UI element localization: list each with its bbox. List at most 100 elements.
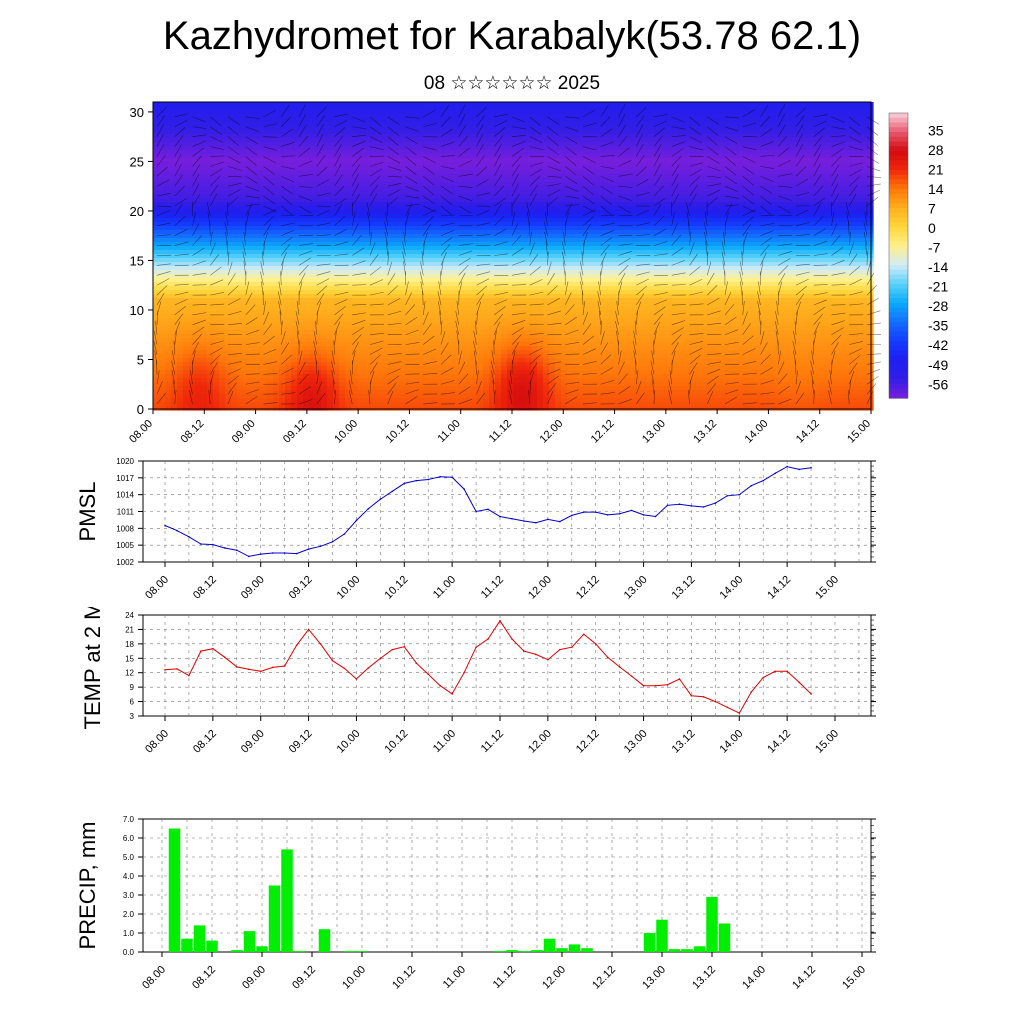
heatmap-cell xyxy=(513,126,520,131)
heatmap-cell xyxy=(261,190,268,195)
heatmap-cell xyxy=(603,126,610,131)
heatmap-cell xyxy=(321,218,328,223)
heatmap-cell xyxy=(327,114,334,119)
heatmap-cell xyxy=(159,230,166,235)
heatmap-cell xyxy=(363,102,370,107)
heatmap-cell xyxy=(849,130,856,135)
heatmap-cell xyxy=(783,110,790,115)
heatmap-cell xyxy=(825,162,832,167)
heatmap-cell xyxy=(531,262,538,267)
heatmap-cell xyxy=(585,150,592,155)
heatmap-cell xyxy=(795,158,802,163)
heatmap-cell xyxy=(705,182,712,187)
heatmap-cell xyxy=(453,130,460,135)
heatmap-cell xyxy=(369,186,376,191)
heatmap-cell xyxy=(447,246,454,251)
heatmap-cell xyxy=(843,190,850,195)
heatmap-cell xyxy=(555,262,562,267)
heatmap-cell xyxy=(651,210,658,215)
heatmap-cell xyxy=(555,170,562,175)
heatmap-cell xyxy=(399,166,406,171)
heatmap-cell xyxy=(465,254,472,259)
heatmap-cell xyxy=(807,242,814,247)
heatmap-cell xyxy=(291,218,298,223)
heatmap-cell xyxy=(669,258,676,263)
heatmap-cell xyxy=(339,154,346,159)
heatmap-cell xyxy=(705,158,712,163)
heatmap-cell xyxy=(729,210,736,215)
heatmap-cell xyxy=(279,162,286,167)
heatmap-cell xyxy=(855,230,862,235)
heatmap-cell xyxy=(399,126,406,131)
heatmap-cell xyxy=(441,234,448,239)
heatmap-cell xyxy=(717,194,724,199)
heatmap-cell xyxy=(531,202,538,207)
heatmap-cell xyxy=(201,166,208,171)
heatmap-cell xyxy=(747,242,754,247)
heatmap-cell xyxy=(663,242,670,247)
heatmap-cell xyxy=(867,146,874,151)
heatmap-cell xyxy=(603,118,610,123)
heatmap-cell xyxy=(861,154,868,159)
heatmap-cell xyxy=(729,242,736,247)
heatmap-cell xyxy=(387,254,394,259)
heatmap-cell xyxy=(525,242,532,247)
heatmap-cell xyxy=(693,150,700,155)
heatmap-cell xyxy=(645,202,652,207)
heatmap-cell xyxy=(471,158,478,163)
heatmap-cell xyxy=(261,198,268,203)
heatmap-cell xyxy=(363,122,370,127)
heatmap-cell xyxy=(429,110,436,115)
heatmap-cell xyxy=(249,166,256,171)
heatmap-cell xyxy=(207,194,214,199)
heatmap-cell xyxy=(291,266,298,271)
heatmap-cell xyxy=(627,218,634,223)
heatmap-cell xyxy=(345,202,352,207)
heatmap-cell xyxy=(867,150,874,155)
heatmap-cell xyxy=(843,134,850,139)
heatmap-cell xyxy=(369,118,376,123)
heatmap-cell xyxy=(621,226,628,231)
heatmap-cell xyxy=(573,118,580,123)
heatmap-cell xyxy=(171,122,178,127)
heatmap-cell xyxy=(255,194,262,199)
heatmap-cell xyxy=(801,114,808,119)
heatmap-cell xyxy=(729,214,736,219)
heatmap-cell xyxy=(783,162,790,167)
heatmap-cell xyxy=(567,242,574,247)
heatmap-cell xyxy=(867,166,874,171)
heatmap-cell xyxy=(555,230,562,235)
heatmap-cell xyxy=(393,170,400,175)
heatmap-cell xyxy=(273,114,280,119)
heatmap-cell xyxy=(417,150,424,155)
heatmap-cell xyxy=(723,106,730,111)
heatmap-cell xyxy=(453,262,460,267)
heatmap-cell xyxy=(483,170,490,175)
heatmap-cell xyxy=(159,178,166,183)
heatmap-cell xyxy=(387,210,394,215)
heatmap-cell xyxy=(543,170,550,175)
heatmap-cell xyxy=(315,150,322,155)
heatmap-cell xyxy=(483,122,490,127)
heatmap-cell xyxy=(189,122,196,127)
heatmap-cell xyxy=(201,194,208,199)
heatmap-cell xyxy=(531,230,538,235)
heatmap-cell xyxy=(255,226,262,231)
heatmap-cell xyxy=(231,146,238,151)
heatmap-cell xyxy=(765,162,772,167)
heatmap-cell xyxy=(765,126,772,131)
heatmap-cell xyxy=(855,118,862,123)
heatmap-cell xyxy=(657,198,664,203)
heatmap-cell xyxy=(867,174,874,179)
heatmap-cell xyxy=(477,142,484,147)
heatmap-cell xyxy=(861,246,868,251)
heatmap-cell xyxy=(381,242,388,247)
heatmap-cell xyxy=(393,154,400,159)
heatmap-cell xyxy=(687,254,694,259)
heatmap-cell xyxy=(489,126,496,131)
heatmap-cell xyxy=(615,190,622,195)
heatmap-cell xyxy=(711,122,718,127)
heatmap-cell xyxy=(681,134,688,139)
heatmap-cell xyxy=(237,130,244,135)
heatmap-cell xyxy=(333,186,340,191)
